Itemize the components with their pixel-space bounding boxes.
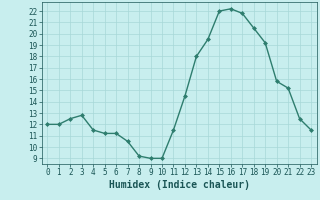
X-axis label: Humidex (Indice chaleur): Humidex (Indice chaleur) xyxy=(109,180,250,190)
